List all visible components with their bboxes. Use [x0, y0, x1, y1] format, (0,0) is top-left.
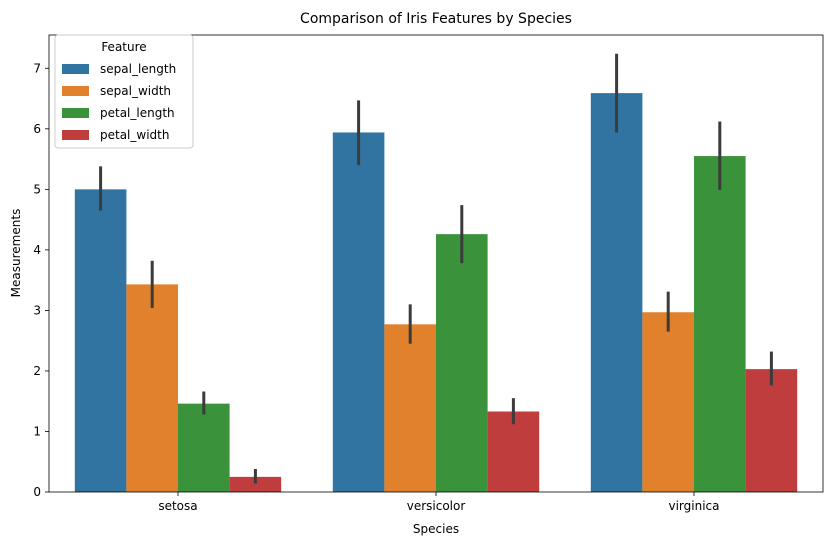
y-tick-label: 5: [33, 182, 41, 196]
y-tick-label: 6: [33, 122, 41, 136]
bar-petal_length-versicolor: [436, 234, 488, 492]
bar-petal_width-setosa: [229, 476, 282, 492]
bar-sepal_length-setosa: [74, 189, 127, 492]
bar-petal_length-setosa: [178, 403, 230, 492]
y-axis-ticks: 0 1 2 3 4 5 6 7: [33, 61, 49, 499]
x-tick-label: virginica: [669, 499, 720, 513]
y-tick-label: 4: [33, 243, 41, 257]
bar-sepal_width-versicolor: [384, 324, 436, 492]
legend-label-sepal_width: sepal_width: [100, 84, 171, 98]
y-axis-label: Measurements: [9, 209, 23, 298]
y-tick-label: 7: [33, 61, 41, 75]
y-tick-label: 1: [33, 424, 41, 438]
bars-group: [74, 93, 798, 493]
bar-petal_width-versicolor: [487, 411, 540, 492]
legend-swatch-petal_width: [62, 130, 89, 140]
legend-label-petal_length: petal_length: [100, 106, 175, 120]
legend: Feature sepal_length sepal_width petal_len…: [54, 34, 194, 149]
x-axis-ticks: setosa versicolor virginica: [158, 492, 720, 513]
legend-swatch-sepal_length: [62, 64, 89, 74]
bar-sepal_width-setosa: [126, 284, 178, 492]
legend-swatch-petal_length: [62, 108, 89, 118]
y-tick-label: 3: [33, 303, 41, 317]
x-tick-label: versicolor: [407, 499, 466, 513]
legend-label-petal_width: petal_width: [100, 128, 169, 142]
x-axis-label: Species: [413, 522, 459, 536]
legend-label-sepal_length: sepal_length: [100, 62, 176, 76]
legend-items: sepal_length sepal_width petal_lengthpetal…: [62, 62, 176, 142]
bar-petal_length-virginica: [694, 156, 746, 492]
x-tick-label: setosa: [158, 499, 197, 513]
y-tick-label: 2: [33, 364, 41, 378]
chart-title: Comparison of Iris Features by Species: [300, 11, 572, 27]
bar-sepal_length-virginica: [590, 93, 643, 493]
bar-sepal_width-virginica: [642, 312, 694, 492]
legend-swatch-sepal_width: [62, 86, 89, 96]
y-tick-label: 0: [33, 485, 41, 499]
bar-petal_width-virginica: [745, 369, 798, 492]
bar-sepal_length-versicolor: [332, 132, 385, 492]
legend-box: [54, 34, 194, 149]
errorbars-group: [99, 53, 773, 484]
legend-title: Feature: [101, 40, 146, 54]
